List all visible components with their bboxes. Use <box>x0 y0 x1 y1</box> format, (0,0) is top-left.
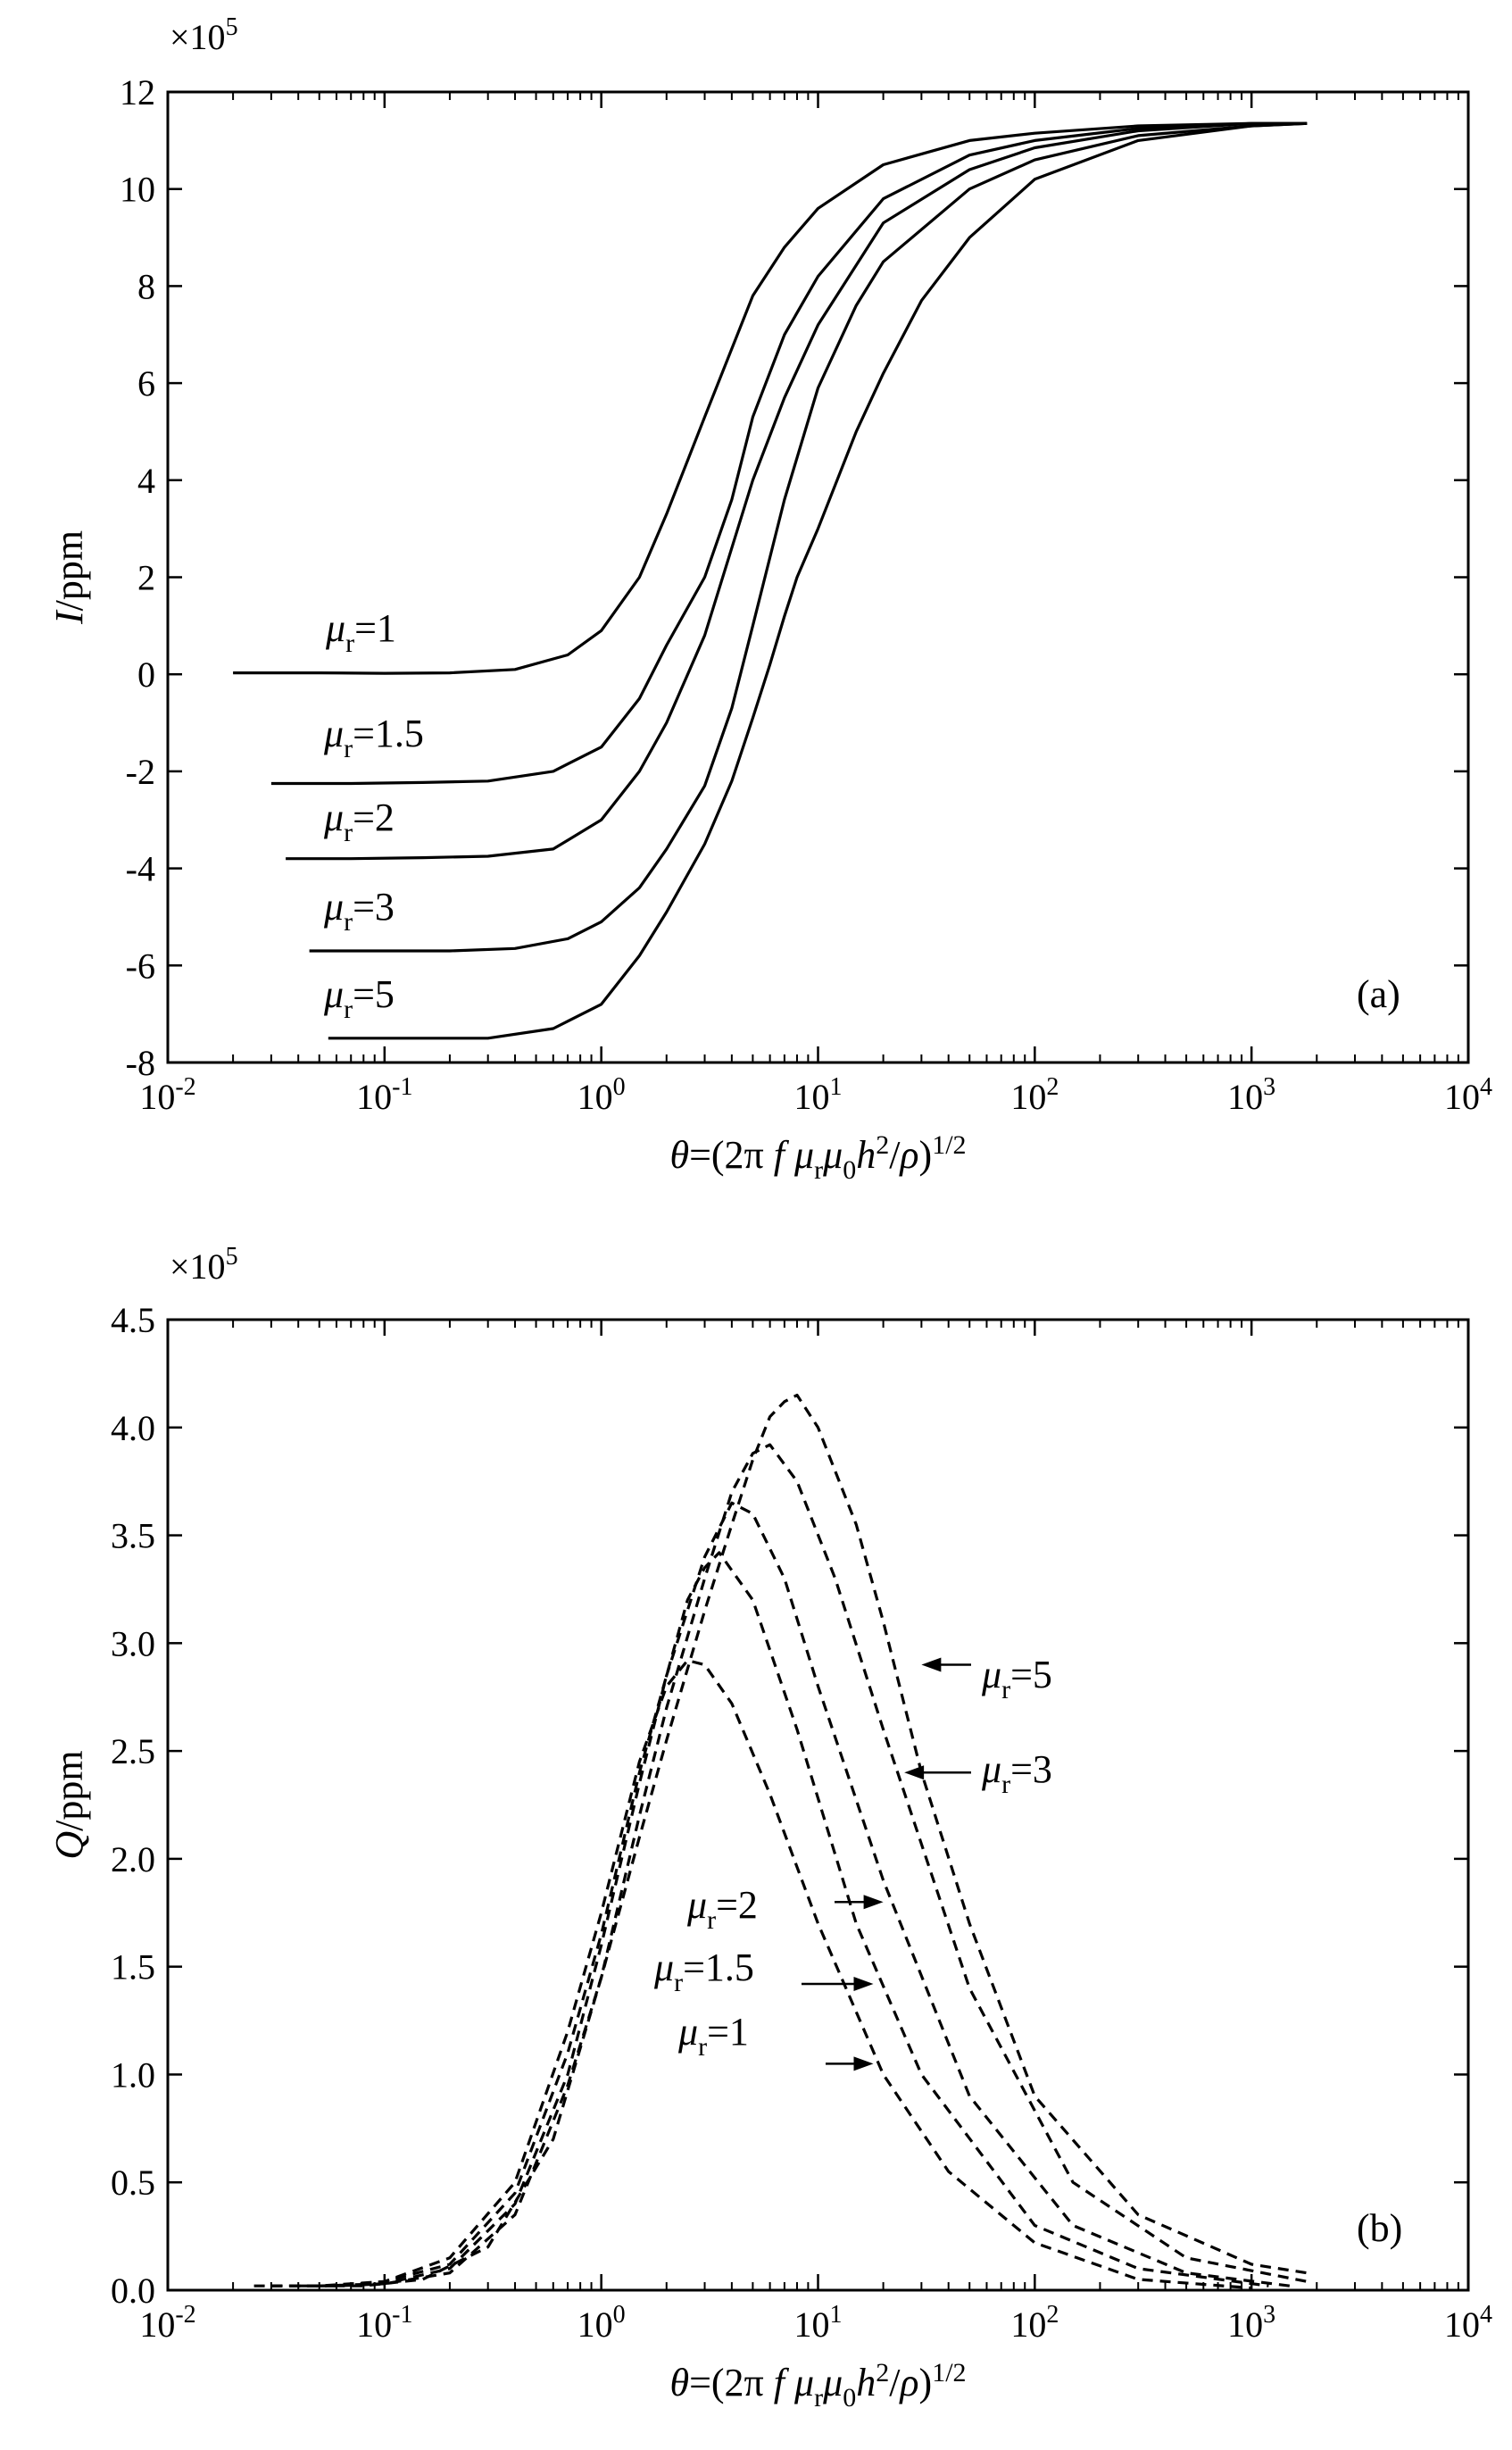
y-tick-label: 2.0 <box>111 1839 155 1879</box>
series-line-5 <box>319 1393 1308 2288</box>
series-line-1 <box>253 1659 1252 2290</box>
y-tick-label: 2.5 <box>111 1731 155 1771</box>
y-tick-label: 8 <box>137 266 155 306</box>
y-tick-label: 0 <box>137 654 155 695</box>
y-tick-label: 4.5 <box>111 1300 155 1340</box>
series-line-5 <box>328 121 1308 1040</box>
series-line-4 <box>298 1443 1308 2288</box>
series-line-2 <box>270 1551 1269 2288</box>
y-tick-label: -2 <box>126 752 155 792</box>
series-line-3 <box>270 1501 1291 2288</box>
x-tick-label: 10-2 <box>139 2301 195 2345</box>
arrow-head <box>863 1895 884 1910</box>
y-tick-label: 3.5 <box>111 1516 155 1556</box>
y-axis-label: Q/ppm <box>47 1750 91 1859</box>
x-tick-label: 101 <box>794 2301 843 2345</box>
panel-a: -8 -6 -4 -2 0 2 4 6 8 10 12 10-2 10-1 100 101 102 103 104… <box>47 13 1492 1185</box>
series-label: μr=1.5 <box>653 1946 754 1997</box>
x-tick-label: 10-1 <box>356 2301 412 2345</box>
series-line-3 <box>286 121 1308 861</box>
plot-frame <box>166 1318 1470 2292</box>
y-tick-label: 1.0 <box>111 2054 155 2095</box>
panel-b: 0.0 0.5 1.0 1.5 2.0 2.5 3.0 3.5 4.0 4.5 10-2 10-1 10… <box>47 1243 1492 2412</box>
x-tick-label: 10-1 <box>356 1073 412 1117</box>
series-label: μr=3 <box>981 1747 1052 1799</box>
panel-tag: (b) <box>1357 2206 1402 2250</box>
arrow-head <box>853 2056 874 2071</box>
y-tick-label: 10 <box>120 170 155 210</box>
x-axis-label: θ=(2π f μrμ0h2/ρ)1/2 <box>669 1130 966 1185</box>
x-axis-label: θ=(2π f μrμ0h2/ρ)1/2 <box>669 2358 966 2412</box>
series-label: μr=2 <box>323 796 395 847</box>
panel-tag: (a) <box>1357 972 1400 1016</box>
y-tick-label: 12 <box>120 72 155 112</box>
x-tick-label: 103 <box>1227 1073 1275 1117</box>
series-line-1 <box>233 121 1308 675</box>
x-tick-label: 104 <box>1444 2301 1492 2345</box>
y-multiplier: ×105 <box>170 13 238 57</box>
y-tick-label: -4 <box>126 849 155 889</box>
y-tick-label: 4.0 <box>111 1408 155 1448</box>
y-multiplier: ×105 <box>170 1243 238 1287</box>
x-tick-label: 10-2 <box>139 1073 195 1117</box>
series-label: μr=2 <box>686 1883 758 1935</box>
y-tick-label: 2 <box>137 558 155 598</box>
y-tick-label: 6 <box>137 363 155 404</box>
y-tick-label: 3.0 <box>111 1623 155 1663</box>
y-tick-label: 0.5 <box>111 2162 155 2203</box>
x-tick-label: 102 <box>1010 2301 1059 2345</box>
series-label: μr=1 <box>325 606 396 658</box>
y-tick-label: 1.5 <box>111 1947 155 1988</box>
series-label: μr=5 <box>323 972 395 1024</box>
series-label: μr=1 <box>677 2010 749 2062</box>
series-label: μr=3 <box>323 885 395 937</box>
y-axis-label: I/ppm <box>47 530 91 625</box>
series-line-2 <box>270 121 1308 786</box>
x-tick-label: 100 <box>577 1073 626 1117</box>
x-tick-label: 101 <box>794 1073 843 1117</box>
series-line-4 <box>309 121 1308 953</box>
y-tick-label: -6 <box>126 946 155 986</box>
x-tick-label: 103 <box>1227 2301 1275 2345</box>
x-tick-label: 100 <box>577 2301 626 2345</box>
series-label: μr=5 <box>981 1653 1052 1704</box>
x-tick-label: 104 <box>1444 1073 1492 1117</box>
arrow-head <box>921 1657 942 1672</box>
series-label: μr=1.5 <box>323 712 424 763</box>
x-tick-label: 102 <box>1010 1073 1059 1117</box>
arrow-head <box>853 1976 874 1991</box>
y-tick-label: 4 <box>137 461 155 501</box>
y-tick-label: 0.0 <box>111 2271 155 2311</box>
y-tick-label: -8 <box>126 1043 155 1083</box>
arrow-head <box>904 1765 925 1780</box>
